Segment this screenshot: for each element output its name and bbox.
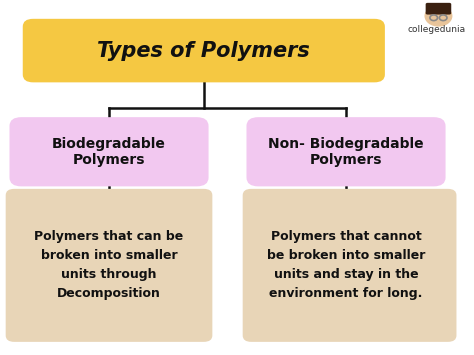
FancyBboxPatch shape (243, 189, 456, 342)
FancyBboxPatch shape (426, 3, 451, 15)
Text: Types of Polymers: Types of Polymers (98, 40, 310, 61)
FancyBboxPatch shape (6, 189, 212, 342)
FancyBboxPatch shape (9, 117, 209, 186)
Text: Non- Biodegradable
Polymers: Non- Biodegradable Polymers (268, 137, 424, 167)
Text: Biodegradable
Polymers: Biodegradable Polymers (52, 137, 166, 167)
Circle shape (425, 6, 452, 26)
Text: collegedunia: collegedunia (408, 24, 466, 34)
Text: Polymers that cannot
be broken into smaller
units and stay in the
environment fo: Polymers that cannot be broken into smal… (267, 230, 425, 300)
FancyBboxPatch shape (246, 117, 446, 186)
FancyBboxPatch shape (23, 19, 385, 82)
Text: Polymers that can be
broken into smaller
units through
Decomposition: Polymers that can be broken into smaller… (35, 230, 183, 300)
